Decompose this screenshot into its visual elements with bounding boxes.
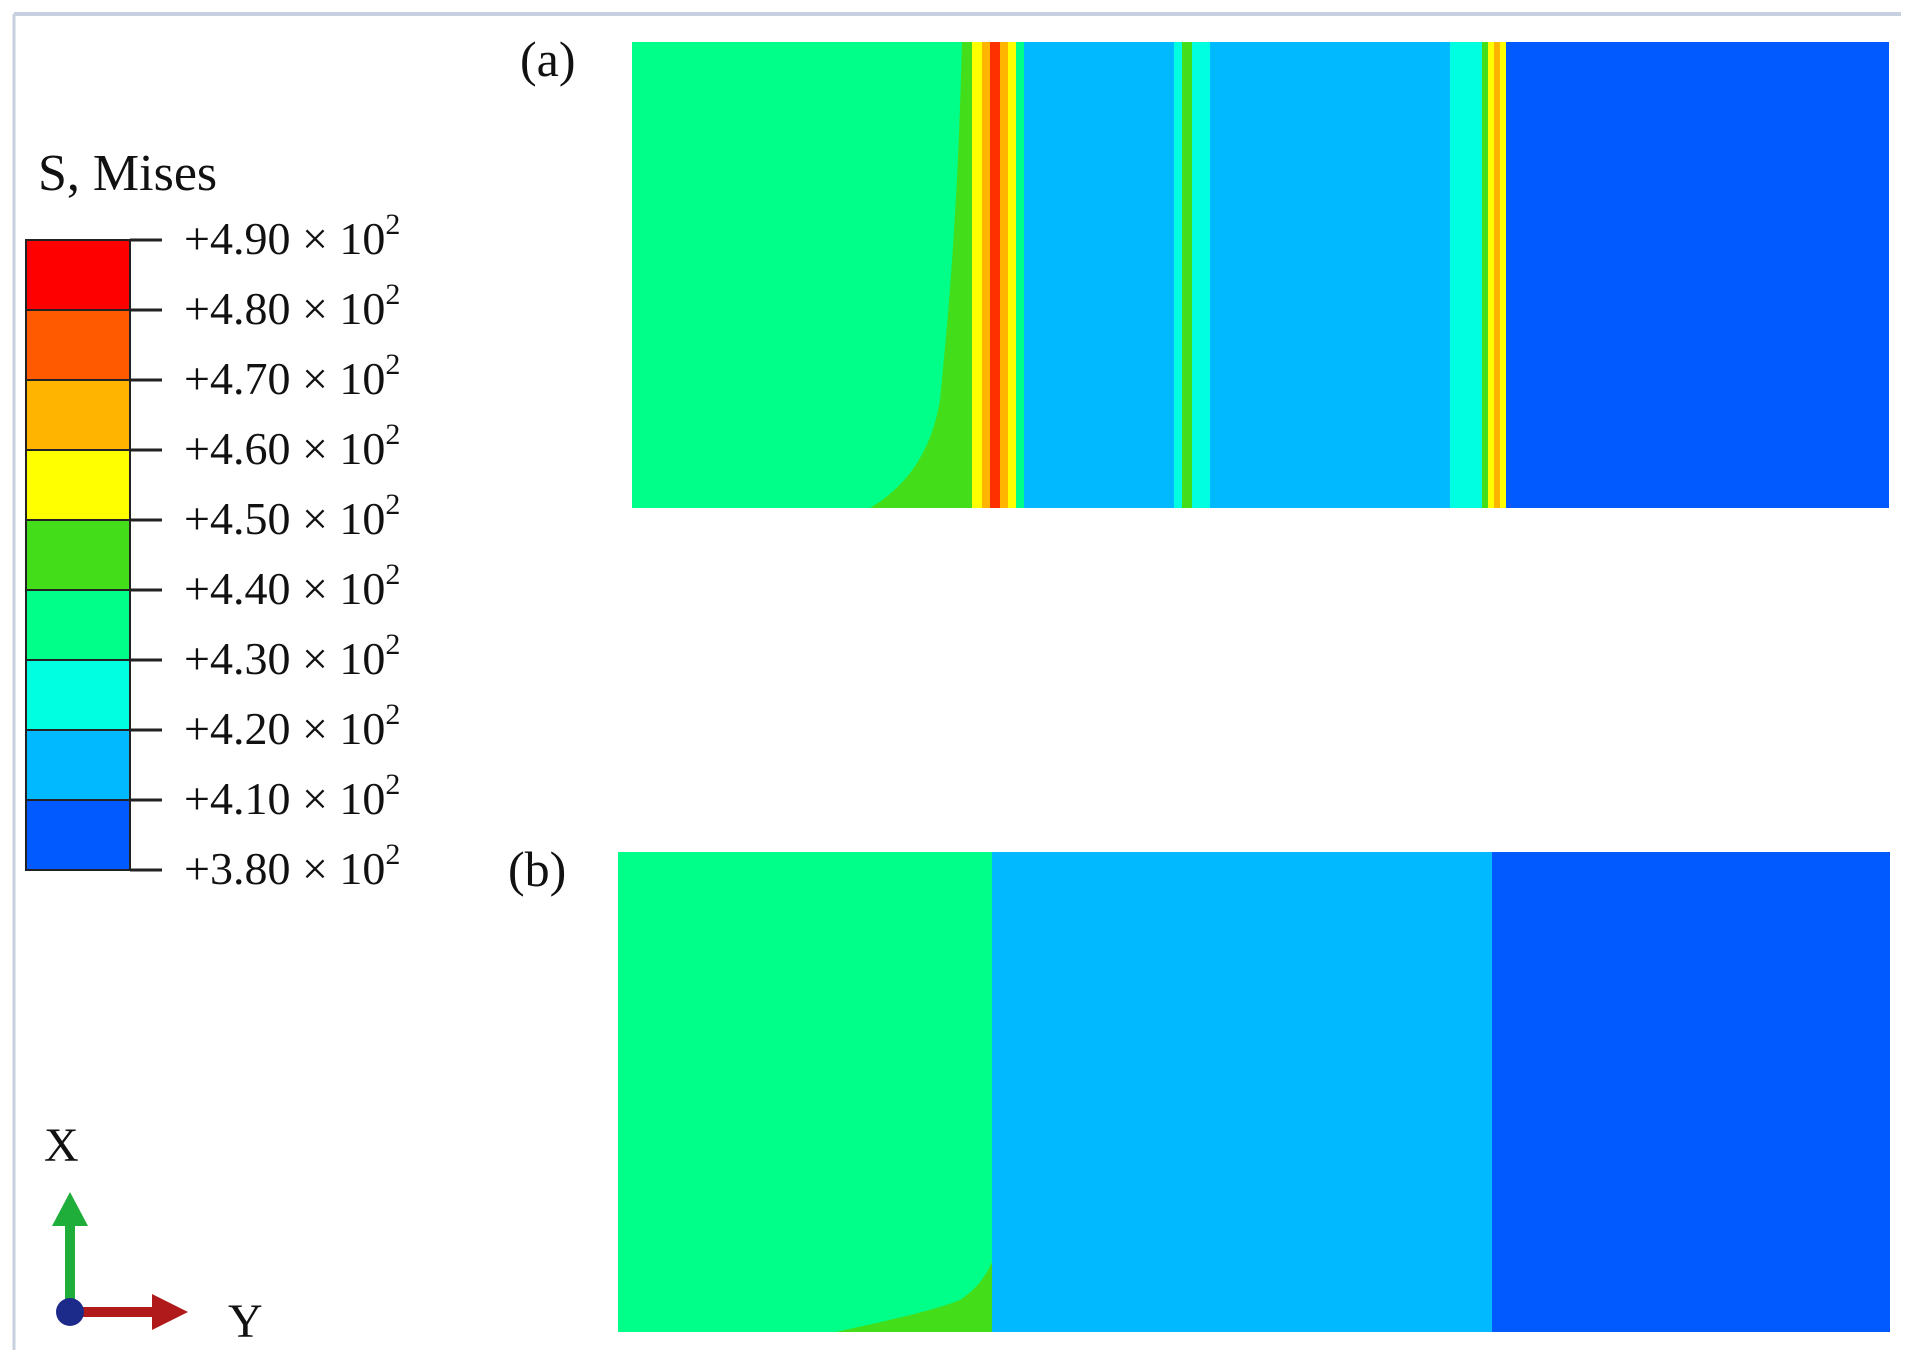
panel-b-green-wedge: [836, 1262, 992, 1332]
legend-tick-label: +4.90 × 102: [184, 210, 400, 264]
tick-mantissa: +4.80 × 10: [184, 283, 386, 334]
legend-band-0: [25, 239, 131, 311]
panel-a-label: (a): [520, 31, 576, 87]
panel-a-band-orange-left: [982, 42, 990, 508]
panel-a-region-green: [632, 42, 972, 508]
legend-band-1: [25, 309, 131, 381]
legend-tick-label: +4.80 × 102: [184, 280, 400, 334]
legend-color-bar: [25, 238, 162, 872]
panel-a-band-cyan-right: [1450, 42, 1482, 508]
panel-a-region-blue-2: [1210, 42, 1450, 508]
panel-a-band-yellow-left: [972, 42, 982, 508]
panel-a-band-green-right: [1482, 42, 1488, 508]
legend-band-4: [25, 519, 131, 591]
tick-mantissa: +4.70 × 10: [184, 353, 386, 404]
tick-mantissa: +4.90 × 10: [184, 213, 386, 264]
tick-mantissa: +4.20 × 10: [184, 703, 386, 754]
panel-a-band-yellow-right2: [1500, 42, 1506, 508]
x-axis-label: X: [44, 1119, 79, 1172]
panel-b-region-green: [618, 852, 992, 1332]
panel-b-label: (b): [508, 841, 567, 897]
triad-origin-dot: [56, 1298, 84, 1326]
tick-exponent: 2: [385, 698, 401, 731]
legend-band-2: [25, 379, 131, 451]
tick-mantissa: +4.30 × 10: [184, 633, 386, 684]
legend-tick-label: +4.20 × 102: [184, 700, 400, 754]
tick-exponent: 2: [385, 418, 401, 451]
legend-tick-label: +4.70 × 102: [184, 350, 400, 404]
axis-triad: [52, 1192, 188, 1330]
tick-exponent: 2: [385, 558, 401, 591]
tick-exponent: 2: [385, 278, 401, 311]
contour-panel-a: [632, 42, 1889, 508]
tick-mantissa: +4.50 × 10: [184, 493, 386, 544]
panel-a-region-dark-blue: [1506, 42, 1889, 508]
tick-exponent: 2: [385, 348, 401, 381]
tick-mantissa: +4.60 × 10: [184, 423, 386, 474]
tick-exponent: 2: [385, 838, 401, 871]
panel-b-region-blue: [992, 852, 1492, 1332]
tick-mantissa: +4.40 × 10: [184, 563, 386, 614]
panel-a-band-orange-right: [1494, 42, 1500, 508]
panel-a-band-red-left: [990, 42, 1000, 508]
panel-a-green-wedge: [870, 42, 975, 508]
tick-exponent: 2: [385, 488, 401, 521]
panel-b-region-dark-blue: [1492, 852, 1890, 1332]
panel-a-band-green-mid: [1182, 42, 1192, 508]
x-axis-arrowhead: [52, 1192, 88, 1226]
panel-a-band-cyan-mid: [1174, 42, 1182, 508]
legend-tick-label: +4.50 × 102: [184, 490, 400, 544]
legend-band-6: [25, 659, 131, 731]
contour-panel-b: [618, 852, 1890, 1332]
panel-a-region-blue-1: [1024, 42, 1174, 508]
panel-a-band-yellow-left2: [1008, 42, 1016, 508]
legend-tick-label: +3.80 × 102: [184, 840, 400, 894]
legend-tick-label: +4.10 × 102: [184, 770, 400, 824]
panel-a-band-yellow-right: [1488, 42, 1494, 508]
legend-tick-label: +4.30 × 102: [184, 630, 400, 684]
legend-band-3: [25, 449, 131, 521]
tick-mantissa: +4.10 × 10: [184, 773, 386, 824]
y-axis-label: Y: [228, 1295, 263, 1348]
panel-a-band-cyan-mid2: [1192, 42, 1210, 508]
legend-band-7: [25, 729, 131, 801]
legend-tick-label: +4.60 × 102: [184, 420, 400, 474]
panel-a-band-orange-left2: [1000, 42, 1008, 508]
panel-a-band-green-left2: [1016, 42, 1024, 508]
legend-title: S, Mises: [38, 145, 218, 202]
legend-band-5: [25, 589, 131, 661]
tick-mantissa: +3.80 × 10: [184, 843, 386, 894]
legend-tick-label: +4.40 × 102: [184, 560, 400, 614]
legend-band-8: [25, 799, 131, 871]
y-axis-arrowhead: [152, 1294, 188, 1330]
tick-exponent: 2: [385, 628, 401, 661]
tick-exponent: 2: [385, 768, 401, 801]
tick-exponent: 2: [385, 208, 401, 241]
